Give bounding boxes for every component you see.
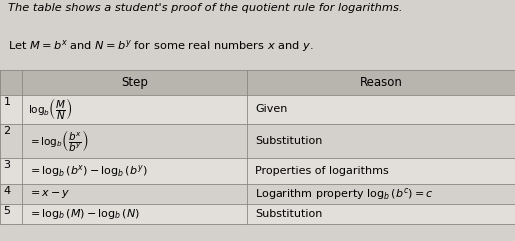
Text: Logarithm property $\log_b(b^c) = c$: Logarithm property $\log_b(b^c) = c$: [255, 186, 434, 202]
Text: $= \log_b\!\left(\dfrac{b^x}{b^y}\right)$: $= \log_b\!\left(\dfrac{b^x}{b^y}\right)…: [28, 128, 89, 154]
Text: Let $M = b^x$ and $N = b^y$ for some real numbers $x$ and $y$.: Let $M = b^x$ and $N = b^y$ for some rea…: [8, 38, 313, 54]
Text: Substitution: Substitution: [255, 136, 322, 146]
Bar: [0, 124, 515, 158]
Bar: [0, 184, 515, 204]
Text: The table shows a student's proof of the quotient rule for logarithms.: The table shows a student's proof of the…: [8, 3, 402, 13]
Text: $= \log_b(b^x) - \log_b(b^y)$: $= \log_b(b^x) - \log_b(b^y)$: [28, 163, 147, 179]
Text: Properties of logarithms: Properties of logarithms: [255, 166, 389, 176]
Bar: [0, 204, 515, 224]
Text: 4: 4: [4, 186, 11, 196]
Bar: [0, 158, 515, 184]
Text: $= x - y$: $= x - y$: [28, 188, 71, 200]
Text: 2: 2: [4, 126, 11, 136]
Text: 3: 3: [4, 161, 11, 170]
Text: 5: 5: [4, 206, 11, 216]
Text: Step: Step: [121, 76, 148, 89]
Text: Reason: Reason: [359, 76, 403, 89]
Text: Given: Given: [255, 105, 287, 114]
Bar: [0, 70, 515, 95]
Text: Substitution: Substitution: [255, 209, 322, 219]
Bar: [0, 95, 515, 124]
Text: $= \log_b(M) - \log_b(N)$: $= \log_b(M) - \log_b(N)$: [28, 207, 140, 221]
Text: 1: 1: [4, 97, 11, 107]
Text: $\log_b\!\left(\dfrac{M}{N}\right)$: $\log_b\!\left(\dfrac{M}{N}\right)$: [28, 96, 72, 122]
